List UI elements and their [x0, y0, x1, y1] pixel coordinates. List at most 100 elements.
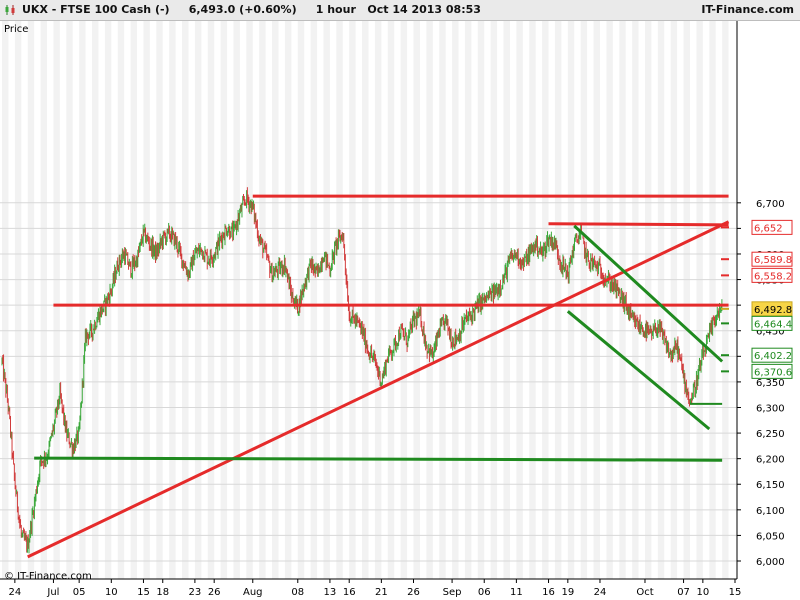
x-tick-label: 15 — [137, 587, 150, 598]
time-axis: 24 Jul 05 10 15 18 23 26 Aug 08 13 16 21 26 Sep 06 11 16 1… — [8, 579, 741, 598]
price-tags: 6,652 6,589.8 6,558.2 6,492.8 6,464.4 6,402.2… — [721, 219, 793, 379]
y-tick-label: 6,700 — [756, 199, 785, 210]
session-band — [92, 21, 99, 579]
x-tick-label: 06 — [478, 587, 491, 598]
price-tag-box — [751, 347, 793, 363]
trendline — [34, 456, 723, 462]
trendline — [573, 224, 724, 363]
session-band — [156, 21, 163, 579]
session-band — [53, 21, 60, 579]
y-tick-label: 6,050 — [756, 531, 785, 542]
trendline — [548, 222, 729, 227]
x-tick-label: 24 — [594, 587, 607, 598]
price-tag-box — [751, 315, 793, 331]
x-tick-label: 16 — [343, 587, 356, 598]
x-tick-label: 26 — [407, 587, 420, 598]
price-tag-label: 6,652 — [754, 223, 783, 234]
session-band — [259, 21, 266, 579]
copyright-text: © IT-Finance.com — [4, 571, 92, 582]
session-band — [516, 21, 523, 579]
price-tag-label: 6,464.4 — [754, 319, 792, 330]
session-band — [644, 21, 652, 579]
session-band — [272, 21, 279, 579]
title-bar: UKX - FTSE 100 Cash (-) 6,493.0 (+0.60%)… — [0, 0, 800, 21]
brand-name: IT-Finance.com — [701, 3, 794, 16]
session-band — [670, 21, 678, 579]
session-band — [452, 21, 459, 579]
session-band — [194, 21, 202, 579]
price-tag-label: 6,370.6 — [754, 367, 792, 378]
x-tick-label: 24 — [8, 587, 21, 598]
price-tag-label: 6,402.2 — [754, 351, 792, 362]
price-axis-label: Price — [4, 24, 28, 35]
session-band — [567, 21, 575, 579]
x-tick-label: 23 — [189, 587, 202, 598]
session-band — [169, 21, 176, 579]
session-band — [464, 21, 472, 579]
session-band — [722, 21, 729, 579]
session-band — [284, 21, 292, 579]
session-band — [130, 21, 138, 579]
price-chart[interactable]: 6,000 6,050 6,100 6,150 6,200 6,250 6,300 6,350… — [0, 21, 800, 600]
x-tick-label: 05 — [73, 587, 86, 598]
x-tick-label: 13 — [324, 587, 337, 598]
session-band — [632, 21, 639, 579]
session-band — [503, 21, 510, 579]
y-tick-label: 6,450 — [756, 327, 785, 338]
price-tag-box — [751, 363, 793, 379]
candlestick-chart-icon — [5, 5, 15, 15]
price-tag-box — [751, 267, 793, 283]
x-tick-label: 10 — [105, 587, 118, 598]
session-band — [400, 21, 408, 579]
session-band — [182, 21, 189, 579]
session-band — [593, 21, 600, 579]
x-tick-label: 21 — [375, 587, 388, 598]
x-tick-label: Oct — [636, 587, 653, 598]
y-tick-label: 6,250 — [756, 429, 785, 440]
session-band — [27, 21, 35, 579]
session-band — [709, 21, 716, 579]
y-tick-label: 6,200 — [756, 455, 785, 466]
session-band — [374, 21, 382, 579]
session-band — [683, 21, 690, 579]
session-band — [606, 21, 613, 579]
session-band — [580, 21, 588, 579]
price-tag-label: 6,558.2 — [754, 271, 792, 282]
y-tick-label: 6,300 — [756, 403, 785, 414]
session-band — [387, 21, 395, 579]
chart-background — [2, 21, 729, 579]
x-tick-label: 07 — [677, 587, 690, 598]
session-band — [143, 21, 150, 579]
x-tick-label: 18 — [156, 587, 169, 598]
session-band — [233, 21, 240, 579]
candlesticks — [1, 187, 723, 554]
y-tick-label: 6,000 — [756, 557, 785, 568]
price-tag-box — [751, 251, 793, 267]
session-band — [336, 21, 343, 579]
y-tick-label: 6,350 — [756, 378, 785, 389]
price-tag-box — [751, 219, 793, 235]
session-band — [246, 21, 253, 579]
session-band — [79, 21, 86, 579]
x-tick-label: Aug — [243, 587, 263, 598]
session-band — [310, 21, 318, 579]
x-tick-label: 16 — [542, 587, 555, 598]
session-band — [117, 21, 125, 579]
session-band — [207, 21, 215, 579]
session-band — [349, 21, 356, 579]
x-tick-label: Sep — [443, 587, 462, 598]
x-tick-label: 08 — [291, 587, 304, 598]
session-band — [14, 21, 22, 579]
trendlines — [27, 194, 730, 559]
session-band — [439, 21, 446, 579]
x-tick-label: 19 — [561, 587, 574, 598]
x-tick-label: 26 — [208, 587, 221, 598]
x-tick-label: 15 — [729, 587, 742, 598]
x-tick-label: 11 — [510, 587, 523, 598]
instrument-title: UKX - FTSE 100 Cash (-) 6,493.0 (+0.60%)… — [22, 3, 481, 16]
y-tick-label: 6,150 — [756, 480, 785, 491]
x-tick-label: 10 — [696, 587, 709, 598]
session-band — [323, 21, 330, 579]
price-tag-label: 6,589.8 — [754, 255, 792, 266]
session-band — [657, 21, 665, 579]
